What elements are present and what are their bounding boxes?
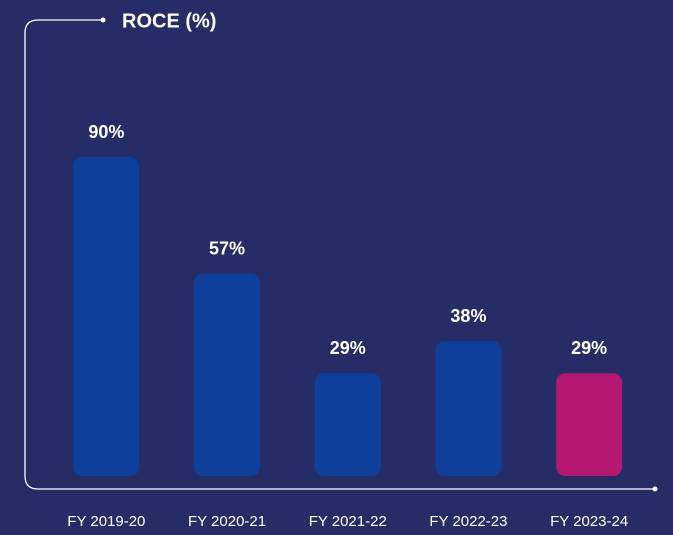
bar — [556, 373, 623, 476]
value-label: 90% — [88, 122, 124, 142]
x-tick-label: FY 2021-22 — [309, 513, 387, 530]
bar — [73, 157, 140, 476]
x-tick-label: FY 2019-20 — [67, 513, 145, 530]
frame-dot — [100, 17, 106, 23]
bar — [314, 373, 381, 476]
bar — [194, 273, 261, 476]
value-label: 38% — [450, 306, 486, 326]
frame — [24, 19, 655, 490]
bar — [435, 341, 502, 476]
value-label: 29% — [330, 338, 366, 358]
value-label: 29% — [571, 338, 607, 358]
value-label: 57% — [209, 239, 245, 259]
x-tick-label: FY 2022-23 — [429, 513, 507, 530]
frame-dot — [652, 486, 658, 492]
x-tick-label: FY 2023-24 — [550, 513, 628, 530]
x-tick-label: FY 2020-21 — [188, 513, 266, 530]
chart-title: ROCE (%) — [122, 10, 216, 32]
